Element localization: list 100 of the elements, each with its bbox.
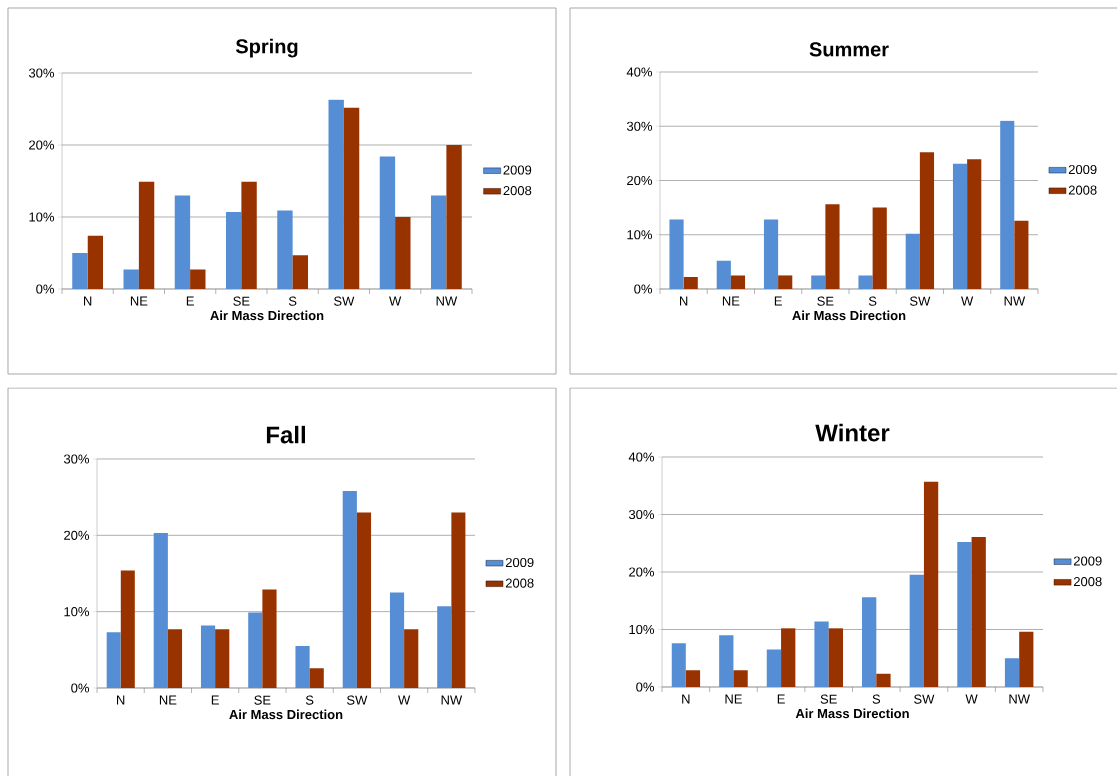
bar <box>328 99 344 289</box>
y-tick-label: 20% <box>29 140 55 150</box>
y-tick-label: 40% <box>626 67 653 77</box>
y-tick-label: 20% <box>629 567 655 577</box>
bar <box>716 260 731 289</box>
chart-title: Spring <box>235 38 298 58</box>
bar <box>671 643 686 687</box>
bar <box>971 536 986 687</box>
x-tick-label: W <box>965 694 978 704</box>
bar <box>811 275 826 289</box>
x-tick-label: NW <box>441 695 463 705</box>
x-tick-label: NE <box>722 296 740 306</box>
x-tick-label: S <box>288 296 297 306</box>
y-tick-label: 10% <box>629 624 655 635</box>
x-axis-title: Air Mass Direction <box>210 310 324 321</box>
x-tick-label: N <box>84 296 92 306</box>
y-tick-label: 10% <box>64 607 90 617</box>
bar <box>952 163 968 289</box>
legend-label: 2008 <box>503 185 532 196</box>
legend-label: 2008 <box>1073 576 1102 587</box>
bar <box>862 597 877 687</box>
bar <box>404 629 419 688</box>
bar <box>138 181 155 289</box>
bar <box>1019 631 1034 687</box>
bar <box>262 589 277 688</box>
chart-title: Fall <box>266 425 305 444</box>
bar <box>120 570 135 688</box>
x-tick-label: N <box>117 695 125 705</box>
chart-title: Summer <box>809 42 889 57</box>
bar <box>919 152 935 289</box>
bar <box>872 207 887 289</box>
bar <box>389 592 405 688</box>
x-axis-title: Air Mass Direction <box>792 310 906 321</box>
legend-label: 2009 <box>503 165 532 175</box>
bar <box>1004 658 1020 687</box>
y-tick-label: 30% <box>628 509 655 520</box>
bar <box>778 275 793 289</box>
x-tick-label: SE <box>820 694 837 704</box>
bar <box>858 275 873 289</box>
x-tick-label: NE <box>725 694 742 704</box>
y-tick-label: 10% <box>29 212 55 222</box>
bar <box>174 195 191 289</box>
x-tick-label: NE <box>159 695 177 705</box>
bar <box>226 211 242 289</box>
x-tick-label: NW <box>1009 694 1030 704</box>
bar <box>733 670 748 687</box>
y-tick-label: 0% <box>634 284 653 294</box>
bar <box>356 512 372 688</box>
bar <box>248 612 263 688</box>
bar <box>277 210 293 289</box>
legend-label: 2009 <box>1073 556 1102 566</box>
bar <box>719 635 734 687</box>
legend-label: 2008 <box>1068 185 1097 195</box>
legend-label: 2009 <box>505 557 534 568</box>
bar <box>909 574 924 687</box>
x-tick-label: SW <box>910 296 931 306</box>
bar <box>342 491 357 688</box>
x-tick-label: S <box>305 695 314 705</box>
x-tick-label: SE <box>233 296 250 306</box>
bar <box>106 632 121 688</box>
bar <box>669 219 684 289</box>
bar <box>309 668 324 688</box>
x-axis-title: Air Mass Direction <box>229 709 343 720</box>
x-tick-label: SW <box>914 694 935 704</box>
x-tick-label: W <box>961 296 974 306</box>
bar <box>685 670 701 687</box>
bar <box>683 277 698 289</box>
y-tick-label: 30% <box>626 121 653 131</box>
x-tick-label: S <box>872 694 881 704</box>
y-tick-label: 30% <box>63 454 90 464</box>
legend-label: 2009 <box>1068 164 1097 175</box>
bar <box>395 216 411 289</box>
bar <box>766 649 782 687</box>
bar <box>1014 220 1029 289</box>
y-tick-label: 0% <box>636 682 655 692</box>
y-tick-label: 0% <box>71 683 90 693</box>
bar <box>295 646 310 688</box>
x-tick-label: N <box>680 296 688 306</box>
bar <box>343 107 360 289</box>
bar <box>190 269 206 289</box>
x-tick-label: W <box>389 296 402 306</box>
x-tick-label: NE <box>130 296 148 306</box>
bar <box>292 255 309 289</box>
legend-label: 2008 <box>505 578 534 588</box>
x-tick-label: SW <box>347 695 368 705</box>
bar <box>215 629 230 688</box>
bar <box>957 542 972 687</box>
x-tick-label: NW <box>436 296 458 306</box>
y-tick-label: 20% <box>64 530 90 540</box>
bar <box>814 621 829 687</box>
y-tick-label: 40% <box>628 452 655 462</box>
y-tick-label: 20% <box>627 175 653 186</box>
bar <box>379 156 396 289</box>
bar <box>123 269 139 289</box>
y-tick-label: 30% <box>28 68 55 78</box>
bar <box>828 628 843 687</box>
bar <box>200 625 216 688</box>
x-tick-label: N <box>682 694 690 704</box>
bar <box>87 235 104 289</box>
y-tick-label: 10% <box>627 230 653 240</box>
